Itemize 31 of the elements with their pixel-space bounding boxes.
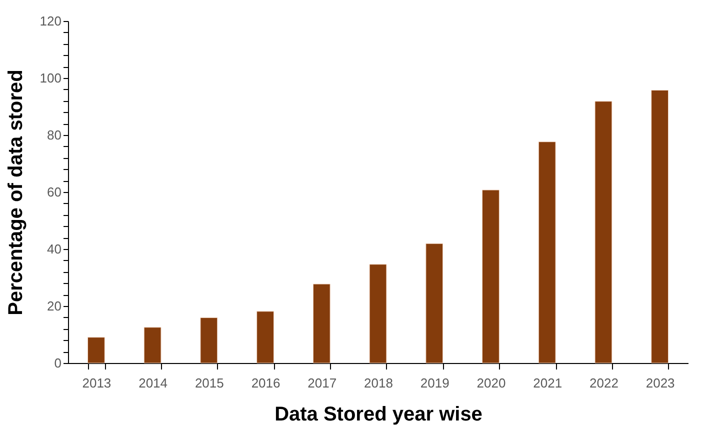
x-tick-label: 2018 — [364, 376, 393, 390]
x-tick-label: 2014 — [138, 376, 168, 390]
x-tick-label: 2019 — [420, 376, 450, 390]
bar — [538, 142, 556, 364]
x-tick-label: 2016 — [251, 376, 280, 390]
bar — [312, 284, 330, 364]
x-tick-label: 2021 — [533, 376, 562, 390]
y-axis-title: Percentage of data stored — [4, 70, 27, 316]
y-tick-label: 80 — [47, 128, 62, 142]
x-tick-label: 2013 — [82, 376, 112, 390]
y-tick-label: 120 — [40, 14, 62, 28]
bar — [426, 243, 444, 364]
bar — [482, 190, 500, 364]
bar — [256, 311, 274, 364]
x-axis-title: Data Stored year wise — [274, 404, 482, 426]
bar — [594, 101, 612, 364]
y-tick-label: 20 — [47, 298, 62, 314]
bar — [144, 327, 162, 364]
y-tick-label: 0 — [54, 356, 62, 370]
y-tick-label: 100 — [40, 70, 62, 86]
bar — [369, 264, 387, 364]
x-tick-label: 2022 — [589, 376, 618, 390]
bar — [200, 317, 218, 364]
x-tick-label: 2020 — [476, 376, 506, 390]
x-tick-label: 2023 — [646, 376, 675, 390]
x-tick-label: 2017 — [308, 376, 337, 390]
y-tick-label: 60 — [47, 184, 62, 200]
x-tick-label: 2015 — [194, 376, 224, 390]
y-tick-label: 40 — [47, 242, 62, 256]
bar — [87, 337, 105, 364]
bar — [651, 90, 669, 364]
